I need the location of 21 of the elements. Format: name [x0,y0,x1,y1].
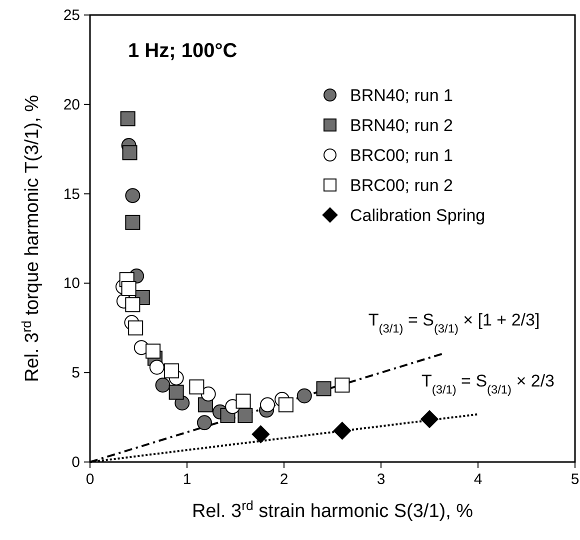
legend-label: BRN40; run 1 [350,86,453,105]
x-tick-label: 5 [570,471,580,488]
y-tick-label: 0 [72,454,80,471]
y-tick-label: 5 [72,364,80,382]
legend-label: BRC00; run 2 [350,176,453,195]
x-tick-label: 3 [376,471,386,488]
x-tick-label: 1 [182,471,192,488]
legend-label: Calibration Spring [350,206,486,225]
x-axis-title: Rel. 3$^{rd}$ strain harmonic S(3/1), % [192,498,474,522]
x-tick-label: 2 [280,471,288,488]
annotation: T$_{(3/1)}$ = S$_{(3/1)}$ × 2/3 [421,371,555,396]
y-tick-label: 20 [63,96,80,114]
x-tick-label: 4 [474,471,482,488]
y-tick-label: 25 [63,7,80,24]
legend-label: BRC00; run 1 [350,146,453,165]
y-tick-label: 15 [63,186,80,203]
y-tick-label: 10 [63,275,80,292]
legend-label: BRN40; run 2 [350,116,453,135]
text: 1 Hz; 100°C [128,40,238,62]
x-tick-label: 0 [86,471,94,488]
annotation: T$_{(3/1)}$ = S$_{(3/1)}$ × [1 + 2/3] [368,310,540,336]
